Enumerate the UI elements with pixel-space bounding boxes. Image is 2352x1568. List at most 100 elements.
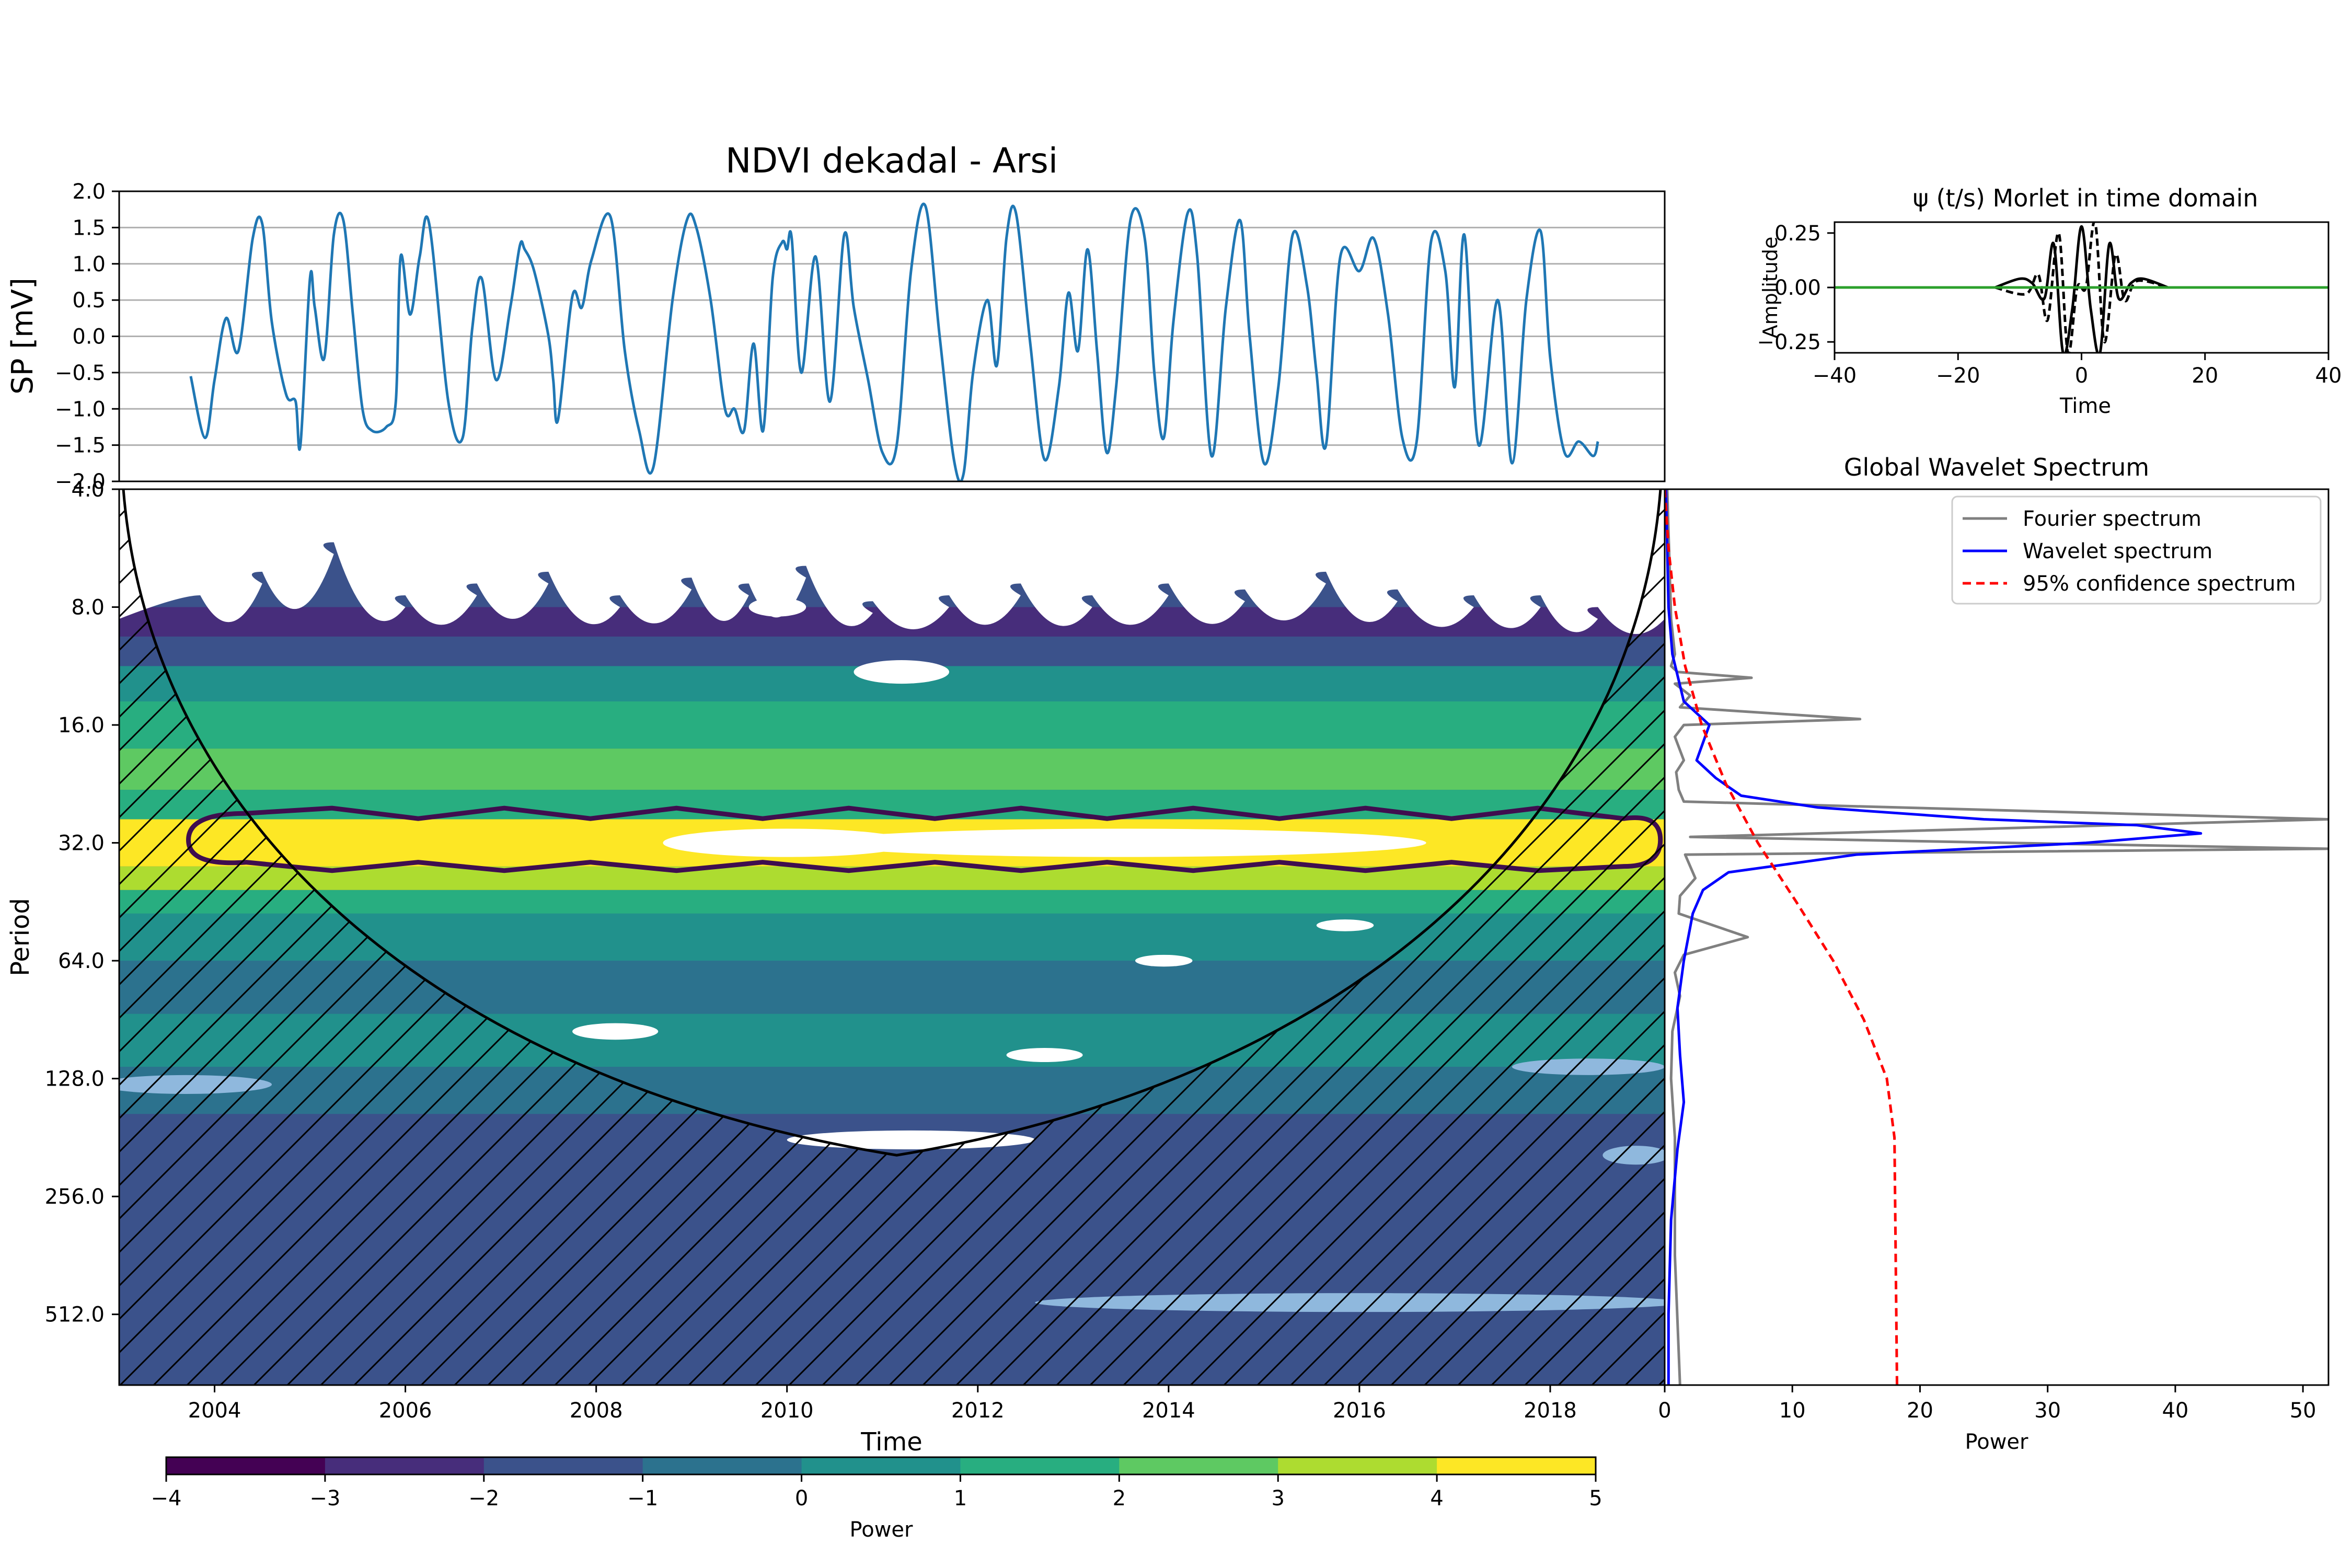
morlet-title: ψ (t/s) Morlet in time domain xyxy=(1913,184,2258,212)
global-spectrum-xtick-label: 0 xyxy=(1658,1399,1671,1423)
global-spectrum-xtick-label: 20 xyxy=(1907,1399,1933,1423)
timeseries-title: NDVI dekadal - Arsi xyxy=(725,141,1058,181)
legend-label: 95% confidence spectrum xyxy=(2023,572,2296,596)
timeseries-ytick-label: 1.0 xyxy=(72,252,106,276)
morlet-xtick-label: 0 xyxy=(2075,364,2088,388)
colorbar-tick-label: −2 xyxy=(468,1486,499,1511)
wavelet-xtick-label: 2004 xyxy=(188,1399,241,1423)
white-blob xyxy=(748,597,806,617)
timeseries-ylabel: SP [mV] xyxy=(6,278,40,395)
global-spectrum-xtick-label: 10 xyxy=(1779,1399,1806,1423)
white-blob xyxy=(1006,1047,1083,1063)
wavelet-ytick-label: 32.0 xyxy=(58,832,105,856)
morlet-xlabel: Time xyxy=(2059,394,2111,418)
colorbar-tick-label: 3 xyxy=(1271,1486,1284,1511)
timeseries-ytick-label: 2.0 xyxy=(72,180,106,204)
wavelet-ytick-label: 128.0 xyxy=(44,1067,105,1091)
legend: Fourier spectrum Wavelet spectrum 95% conf… xyxy=(1951,495,2322,605)
colorbar-cell xyxy=(1119,1457,1278,1474)
wavelet-xtick-label: 2008 xyxy=(570,1399,623,1423)
timeseries-yticks: 2.0 1.5 1.0 0.5 0.0 −0.5 −1.0 −1.5 −2.0 xyxy=(55,180,119,494)
timeseries-ytick-label: −0.5 xyxy=(55,361,106,385)
cone-of-influence-line xyxy=(122,489,1662,1157)
global-spectrum-xtick-label: 50 xyxy=(2290,1399,2316,1423)
colorbar-tick-label: 1 xyxy=(954,1486,967,1511)
colorbar-cell xyxy=(642,1457,802,1474)
morlet-xtick-label: 20 xyxy=(2192,364,2218,388)
global-spectrum-title: Global Wavelet Spectrum xyxy=(1844,453,2149,481)
white-blob xyxy=(815,828,1426,857)
timeseries-ytick-label: −1.5 xyxy=(55,434,106,458)
wavelet-ytick-label: 256.0 xyxy=(44,1185,105,1209)
wavelet-xlabel: Time xyxy=(860,1427,922,1457)
global-spectrum-xtick-label: 30 xyxy=(2034,1399,2061,1423)
timeseries-ytick-label: 0.0 xyxy=(72,325,106,349)
white-blob xyxy=(1316,919,1374,931)
wavelet-xtick-label: 2014 xyxy=(1142,1399,1195,1423)
global-spectrum-line xyxy=(1665,489,1898,1385)
white-blob xyxy=(572,1023,659,1040)
legend-box xyxy=(1951,495,2322,605)
colorbar-cells xyxy=(166,1457,1596,1474)
global-spectrum-xticks: 0 10 20 30 40 50 xyxy=(1658,1385,2316,1423)
wavelet-low-power-top xyxy=(119,489,1665,635)
colorbar-tick-label: −3 xyxy=(309,1486,340,1511)
global-spectrum-panel: Global Wavelet Spectrum 0 10 20 30 40 50 Powe… xyxy=(1658,453,2330,1454)
timeseries-ytick-label: −1.0 xyxy=(55,397,106,421)
global-spectrum-xlabel: Power xyxy=(1965,1430,2028,1454)
timeseries-line xyxy=(189,202,1599,481)
wavelet-xticks: 2004 2006 2008 2010 2012 2014 2016 2018 xyxy=(188,1385,1577,1423)
morlet-ticks: −40 −20 0 20 40 0.25 0.00 −0.25 xyxy=(1757,222,2342,388)
legend-label: Wavelet spectrum xyxy=(2023,539,2212,563)
power-band xyxy=(119,866,1665,890)
colorbar: −4 −3 −2 −1 0 1 2 3 4 5 Power xyxy=(151,1456,1602,1542)
morlet-ytick-label: −0.25 xyxy=(1757,330,1821,354)
colorbar-label: Power xyxy=(850,1518,913,1542)
timeseries-ytick-label: −2.0 xyxy=(55,470,106,494)
global-spectrum-line xyxy=(1665,489,2203,1385)
colorbar-tick-label: 2 xyxy=(1113,1486,1126,1511)
wavelet-ylabel: Period xyxy=(6,898,35,976)
colorbar-cell xyxy=(1437,1457,1596,1474)
global-spectrum-lines xyxy=(1665,489,2328,1385)
wavelet-xtick-label: 2016 xyxy=(1333,1399,1386,1423)
morlet-xtick-label: −20 xyxy=(1936,364,1980,388)
colorbar-cell xyxy=(801,1457,961,1474)
morlet-xtick-label: −40 xyxy=(1813,364,1857,388)
legend-label: Fourier spectrum xyxy=(2023,507,2201,531)
morlet-frame xyxy=(1834,221,2330,354)
white-blob xyxy=(1135,954,1193,967)
power-band xyxy=(119,890,1665,914)
legend-items: Fourier spectrum Wavelet spectrum 95% conf… xyxy=(1963,507,2296,596)
colorbar-tick-label: 5 xyxy=(1589,1486,1602,1511)
colorbar-cell xyxy=(960,1457,1120,1474)
colorbar-tick-label: 0 xyxy=(795,1486,808,1511)
morlet-lines xyxy=(1835,222,2328,353)
colorbar-cell xyxy=(483,1457,643,1474)
wavelet-ytick-label: 16.0 xyxy=(58,713,105,737)
colorbar-tick-label: 4 xyxy=(1430,1486,1443,1511)
colorbar-frame xyxy=(165,1456,1597,1475)
colorbar-cell xyxy=(166,1457,326,1474)
colorbar-tick-label: −1 xyxy=(627,1486,658,1511)
wavelet-yticks: 4.0 8.0 16.0 32.0 64.0 128.0 256.0 512.0 xyxy=(44,478,119,1327)
power-band xyxy=(119,701,1665,749)
wavelet-ytick-label: 64.0 xyxy=(58,949,105,973)
wavelet-ytick-label: 4.0 xyxy=(71,478,105,502)
wavelet-xtick-label: 2006 xyxy=(379,1399,432,1423)
global-spectrum-xtick-label: 40 xyxy=(2162,1399,2188,1423)
morlet-line xyxy=(1994,225,2169,353)
morlet-panel: ψ (t/s) Morlet in time domain Amplitude … xyxy=(1757,184,2342,418)
morlet-ylabel: Amplitude xyxy=(1759,237,1782,339)
colorbar-cell xyxy=(1278,1457,1437,1474)
morlet-line xyxy=(1994,222,2169,353)
timeseries-ytick-label: 1.5 xyxy=(72,216,106,240)
timeseries-panel: NDVI dekadal - Arsi SP [mV] 2.0 1.5 1.0 0.5… xyxy=(6,141,1666,494)
wavelet-ytick-label: 8.0 xyxy=(71,596,105,620)
wavelet-panel: 2004 2006 2008 2010 2012 2014 2016 2018 4.0 8.0 1… xyxy=(6,478,1666,1457)
morlet-ytick-label: 0.25 xyxy=(1774,222,1821,246)
wavelet-xtick-label: 2012 xyxy=(951,1399,1005,1423)
global-spectrum-frame xyxy=(1664,488,2330,1386)
timeseries-ytick-label: 0.5 xyxy=(72,289,106,313)
white-blob xyxy=(854,660,950,684)
